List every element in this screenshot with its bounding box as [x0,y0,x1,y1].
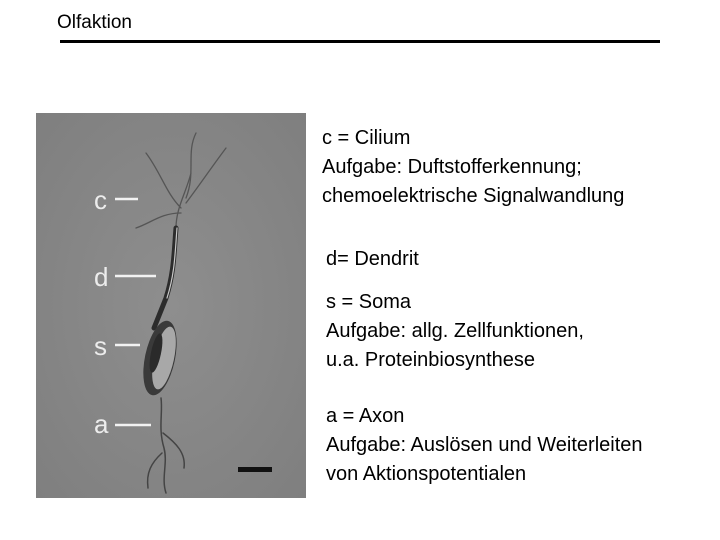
micrograph-label: c [94,185,107,215]
micrograph-label: d [94,262,108,292]
description-line: d= Dendrit [326,248,419,270]
micrograph-label: a [94,409,109,439]
description-line: Aufgabe: allg. Zellfunktionen, [326,320,584,342]
description-line: c = Cilium [322,127,411,149]
description: d= Dendrit [326,245,419,274]
description-line: Aufgabe: Auslösen und Weiterleiten [326,434,643,456]
description-line: Aufgabe: Duftstofferkennung; [322,156,582,178]
scale-bar [238,467,272,472]
description-line: chemoelektrische Signalwandlung [322,185,625,207]
micrograph-label: s [94,331,107,361]
description-line: a = Axon [326,405,405,427]
description: c = Cilium Aufgabe: Duftstofferkennung; … [322,124,624,211]
title-rule [60,40,660,43]
description-line: von Aktionspotentialen [326,463,527,485]
slide-title: Olfaktion [57,12,132,33]
description-line: u.a. Proteinbiosynthese [326,349,536,371]
description: a = Axon Aufgabe: Auslösen und Weiterlei… [326,402,643,489]
description-line: s = Soma [326,291,412,313]
micrograph: c d s a [36,113,306,498]
description: s = Soma Aufgabe: allg. Zellfunktionen, … [326,288,584,375]
